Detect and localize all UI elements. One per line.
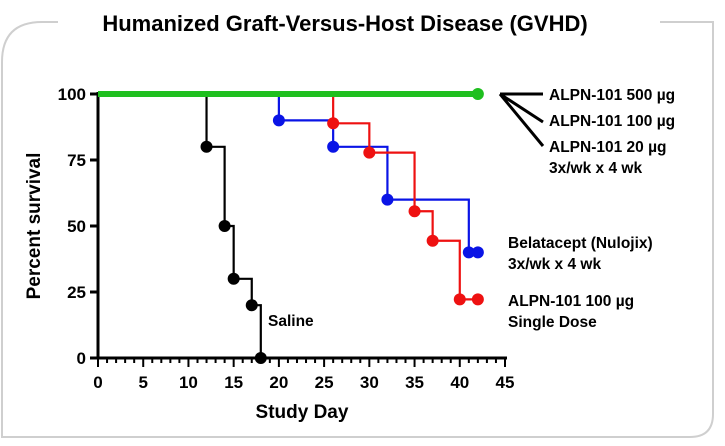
x-tick-label: 30 [360, 373, 379, 392]
series-marker-3 [254, 352, 267, 364]
axes: 0 5 10 15 20 25 30 35 40 45 0 25 50 75 100 [58, 85, 515, 392]
x-tick-label: 45 [496, 373, 515, 392]
y-tick-label: 50 [67, 217, 86, 236]
series-marker-0 [471, 88, 484, 100]
x-tick-label: 5 [138, 373, 147, 392]
series-marker-2 [453, 293, 466, 306]
x-tick-label: 20 [269, 373, 288, 392]
legend-alpn-single-dose: Single Dose [508, 314, 597, 331]
legend-alpn-single: ALPN-101 100 µg [508, 293, 634, 310]
series-marker-2 [426, 234, 439, 247]
legend: ALPN-101 500 µg ALPN-101 100 µg ALPN-101… [268, 87, 675, 331]
y-tick-label: 75 [67, 151, 86, 170]
legend-alpn-500: ALPN-101 500 µg [549, 87, 675, 104]
x-axis-label: Study Day [256, 402, 349, 423]
legend-belatacept-schedule: 3x/wk x 4 wk [508, 256, 601, 273]
legend-alpn-schedule: 3x/wk x 4 wk [549, 160, 642, 177]
series-marker-1 [327, 140, 340, 153]
x-tick-label: 25 [315, 373, 334, 392]
series-marker-3 [218, 220, 231, 232]
legend-alpn-20: ALPN-101 20 µg [549, 139, 666, 156]
series-group [98, 88, 484, 364]
series-marker-3 [245, 299, 258, 312]
x-tick-label: 15 [224, 373, 243, 392]
legend-alpn-100: ALPN-101 100 µg [549, 113, 675, 130]
series-marker-2 [408, 205, 421, 218]
series-marker-3 [227, 272, 240, 285]
y-tick-label: 25 [67, 283, 86, 302]
x-tick-label: 40 [450, 373, 469, 392]
chart-title: Humanized Graft-Versus-Host Disease (GVH… [102, 11, 587, 36]
legend-belatacept: Belatacept (Nulojix) [508, 235, 653, 252]
series-marker-1 [381, 193, 394, 206]
y-axis-label: Percent survival [24, 153, 45, 300]
series-marker-3 [200, 140, 213, 153]
series-line-3 [98, 92, 262, 358]
legend-bracket-lines [498, 92, 545, 147]
series-marker-2 [471, 293, 484, 306]
series-line-1 [98, 92, 478, 254]
series-marker-1 [462, 246, 475, 259]
series-line-2 [98, 92, 478, 301]
series-marker-2 [327, 117, 340, 130]
y-tick-label: 100 [58, 85, 86, 104]
frame-border [0, 0, 60, 22]
saline-label: Saline [268, 313, 314, 330]
x-tick-label: 35 [405, 373, 424, 392]
series-marker-2 [363, 146, 376, 159]
series-marker-1 [272, 114, 285, 127]
x-tick-label: 0 [93, 373, 102, 392]
x-tick-label: 10 [179, 373, 198, 392]
y-tick-label: 0 [77, 349, 86, 368]
series-marker-1 [471, 246, 484, 259]
frame-border [1, 21, 714, 438]
